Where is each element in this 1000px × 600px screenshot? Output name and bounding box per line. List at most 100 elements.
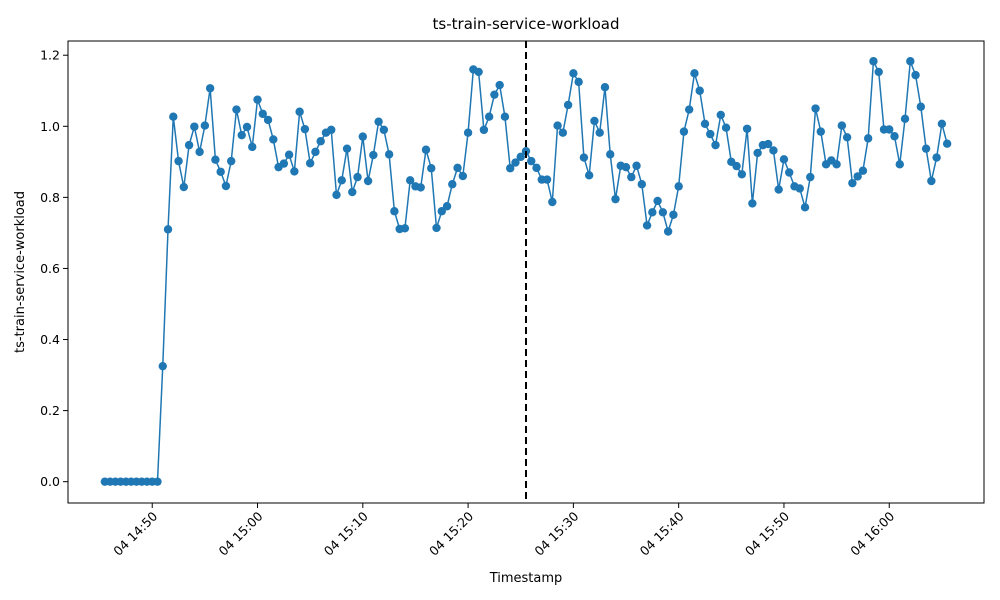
data-point [663, 227, 673, 236]
data-point [800, 203, 810, 212]
data-point [853, 172, 862, 181]
data-point [900, 114, 910, 124]
data-point [442, 202, 452, 211]
data-point [248, 142, 257, 152]
data-point [432, 223, 441, 233]
data-point [369, 150, 378, 160]
data-point [216, 167, 225, 176]
y-tick-label: 0.8 [40, 190, 60, 205]
data-point [769, 146, 778, 155]
data-point [669, 210, 678, 219]
data-point [674, 182, 683, 191]
data-point [263, 115, 273, 125]
data-point [563, 100, 573, 110]
data-point [258, 109, 267, 119]
data-point [779, 155, 789, 164]
data-point [921, 144, 931, 153]
y-tick-label: 1.2 [40, 48, 60, 63]
data-point [558, 128, 568, 137]
data-point [253, 95, 262, 104]
data-point [200, 121, 210, 130]
data-point [600, 83, 610, 92]
data-point [695, 86, 704, 95]
data-point [332, 190, 341, 200]
data-point [648, 208, 657, 217]
data-point [890, 132, 899, 141]
data-point [942, 139, 952, 148]
data-point [848, 178, 857, 188]
data-point [327, 125, 336, 135]
chart-title: ts-train-service-workload [433, 15, 620, 33]
data-point [832, 160, 841, 169]
data-point [416, 183, 425, 192]
data-point [642, 221, 652, 230]
data-point [711, 140, 720, 150]
data-point [584, 171, 594, 180]
data-point [269, 135, 278, 144]
data-point [816, 127, 825, 136]
data-point [721, 123, 731, 132]
data-point [463, 128, 473, 137]
data-point [179, 182, 189, 192]
data-point [690, 69, 699, 78]
data-point [295, 107, 304, 116]
data-point [553, 121, 562, 130]
data-point [590, 116, 599, 126]
data-point [174, 156, 183, 166]
data-point [911, 70, 920, 80]
data-point [932, 153, 941, 162]
data-point [237, 130, 246, 140]
data-point [679, 127, 689, 136]
data-point [869, 57, 878, 66]
data-point [437, 207, 446, 216]
data-point [211, 155, 220, 164]
data-point [195, 147, 204, 157]
data-point [795, 184, 804, 193]
data-point [569, 69, 578, 78]
data-point [427, 164, 436, 173]
y-tick-label: 0.2 [40, 403, 60, 418]
data-point [205, 84, 215, 93]
data-point [474, 67, 483, 77]
data-point [484, 112, 494, 121]
data-point [700, 119, 710, 128]
data-point [279, 159, 289, 168]
data-point [358, 132, 367, 141]
data-point [621, 162, 631, 172]
data-point [479, 125, 489, 135]
data-point [574, 77, 583, 87]
data-point [348, 187, 357, 197]
data-point [685, 105, 694, 114]
data-point [184, 140, 194, 150]
data-point [495, 80, 504, 90]
data-point [885, 125, 894, 134]
data-point [305, 159, 315, 168]
data-point [316, 137, 325, 146]
data-point [158, 361, 167, 371]
x-axis-title: Timestamp [489, 571, 563, 586]
data-point [232, 105, 241, 114]
data-point [153, 477, 162, 486]
data-point [742, 124, 752, 133]
data-point [611, 194, 620, 204]
data-point [627, 172, 636, 182]
data-point [242, 122, 252, 132]
data-point [548, 197, 557, 207]
data-point [653, 196, 662, 206]
data-point [511, 158, 520, 167]
data-point [732, 161, 741, 171]
data-point [311, 147, 320, 157]
data-point [458, 171, 468, 181]
data-point [763, 139, 773, 149]
data-point [895, 160, 904, 169]
data-point [390, 207, 399, 216]
data-point [448, 180, 457, 189]
data-point [353, 172, 362, 182]
data-point [384, 150, 394, 159]
plot-frame [67, 40, 985, 504]
data-point [806, 172, 815, 182]
data-point [516, 152, 525, 162]
data-point [374, 117, 383, 126]
